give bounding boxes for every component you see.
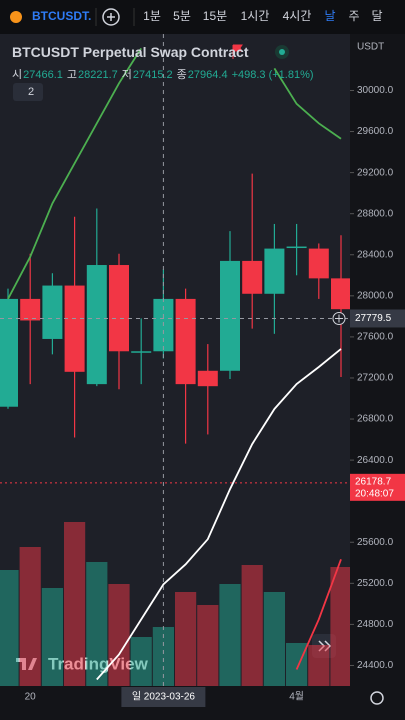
ohlc-value: 28221.7	[78, 69, 118, 81]
y-tick-label: 26800.0	[357, 414, 394, 425]
candle-body	[286, 246, 307, 249]
volume-bar	[286, 643, 308, 686]
candle-body	[220, 260, 240, 371]
flag-icon	[232, 44, 243, 59]
plot-bg	[0, 34, 350, 686]
moving-average	[295, 558, 342, 670]
y-tick-label: 30000.0	[357, 85, 394, 96]
ohlc-label: 고	[66, 69, 78, 81]
candle-body	[331, 278, 350, 310]
crosshair-price: 27779.5	[355, 313, 392, 324]
coin-icon	[10, 11, 22, 23]
chart-title: BTCUSDT Perpetual Swap Contract	[12, 44, 249, 60]
candle-body	[109, 265, 129, 352]
candle-body	[264, 248, 285, 294]
candle-body	[242, 260, 263, 294]
y-tick-label: 25200.0	[357, 578, 394, 589]
toolbar-bg	[0, 0, 405, 34]
y-tick-label: 28800.0	[357, 208, 394, 219]
moving-average	[96, 348, 342, 681]
y-tick-label: 29600.0	[357, 126, 394, 137]
symbol[interactable]: BTCUSDT.	[32, 9, 91, 23]
ohlc-value: 27415.2	[132, 69, 173, 81]
y-tick-label: 24800.0	[357, 619, 394, 630]
y-tick-label: 24400.0	[357, 660, 394, 671]
volume-bar	[152, 627, 174, 686]
y-unit: USDT	[357, 42, 384, 53]
settings-button[interactable]	[370, 691, 384, 705]
interval-button[interactable]: 4시간	[283, 9, 312, 23]
candle-body	[197, 370, 218, 387]
ohlc-label: 시	[12, 69, 23, 81]
interval-button[interactable]: 날	[324, 9, 335, 23]
interval-button[interactable]: 1시간	[241, 9, 270, 23]
x-tick-label: 4월	[289, 691, 304, 703]
last-price: 26178.7	[355, 476, 392, 487]
moving-average	[7, 47, 342, 300]
candle-body	[64, 285, 85, 372]
ohlc-label: 저	[121, 69, 132, 81]
volume-bar	[86, 562, 108, 686]
interval-button[interactable]: 달	[371, 9, 382, 23]
y-tick-label: 27200.0	[357, 373, 394, 384]
ohlc-row: 시27466.1 고28221.7 저27415.2 종27964.4 +498.3 (…	[12, 66, 315, 82]
candle-body	[86, 265, 107, 385]
interval-button[interactable]: 1분	[143, 9, 161, 23]
crosshair-plus-icon	[335, 314, 343, 323]
volume-bar	[64, 522, 86, 686]
status-dot	[279, 49, 285, 55]
volume-bar	[41, 588, 63, 686]
change: +498.3 (+1.81%)	[231, 69, 314, 81]
crosshair-date-box	[121, 687, 206, 707]
interval-button[interactable]: 주	[348, 9, 359, 23]
axis-bg	[350, 34, 405, 720]
ohlc-label: 종	[176, 69, 187, 81]
plot	[0, 47, 350, 686]
indicator-count: 2	[28, 86, 35, 98]
volume-bar	[308, 645, 330, 686]
volume-bar	[130, 637, 152, 686]
volume-bar	[175, 592, 197, 686]
last-price-box	[350, 473, 405, 501]
volume-bar	[241, 565, 263, 686]
y-tick-label: 25600.0	[357, 537, 394, 548]
y-tick-label: 28400.0	[357, 249, 394, 260]
volume-bar	[108, 584, 130, 686]
volume-bar	[330, 567, 350, 686]
candle-body	[308, 248, 329, 279]
crosshair-price-box	[350, 309, 405, 328]
volume-bar	[197, 605, 219, 686]
y-tick-label: 28000.0	[357, 290, 394, 301]
candle-body	[42, 285, 63, 339]
volume-bar	[19, 547, 41, 686]
candle-body	[175, 298, 196, 385]
candle-body	[131, 351, 152, 353]
volume-bar	[263, 592, 285, 686]
x-tick-label: 일 2023-03-26	[132, 691, 196, 703]
ohlc-value: 27964.4	[187, 69, 228, 81]
y-tick-label: 29200.0	[357, 167, 394, 178]
volume-bar	[219, 584, 241, 686]
candle-body	[20, 298, 41, 321]
interval-button[interactable]: 15분	[203, 9, 227, 23]
add-button[interactable]	[102, 8, 120, 26]
indicator-toggle[interactable]	[13, 83, 43, 101]
interval-button[interactable]: 5분	[173, 9, 191, 23]
x-tick-label: 20	[25, 692, 37, 703]
volume-bar	[0, 570, 19, 686]
y-tick-label: 26400.0	[357, 455, 394, 466]
add-icon	[107, 13, 115, 21]
y-tick-label: 27600.0	[357, 332, 394, 343]
ohlc-value: 27466.1	[23, 69, 63, 81]
countdown: 20:48:07	[355, 488, 394, 499]
candle-body	[0, 298, 18, 407]
